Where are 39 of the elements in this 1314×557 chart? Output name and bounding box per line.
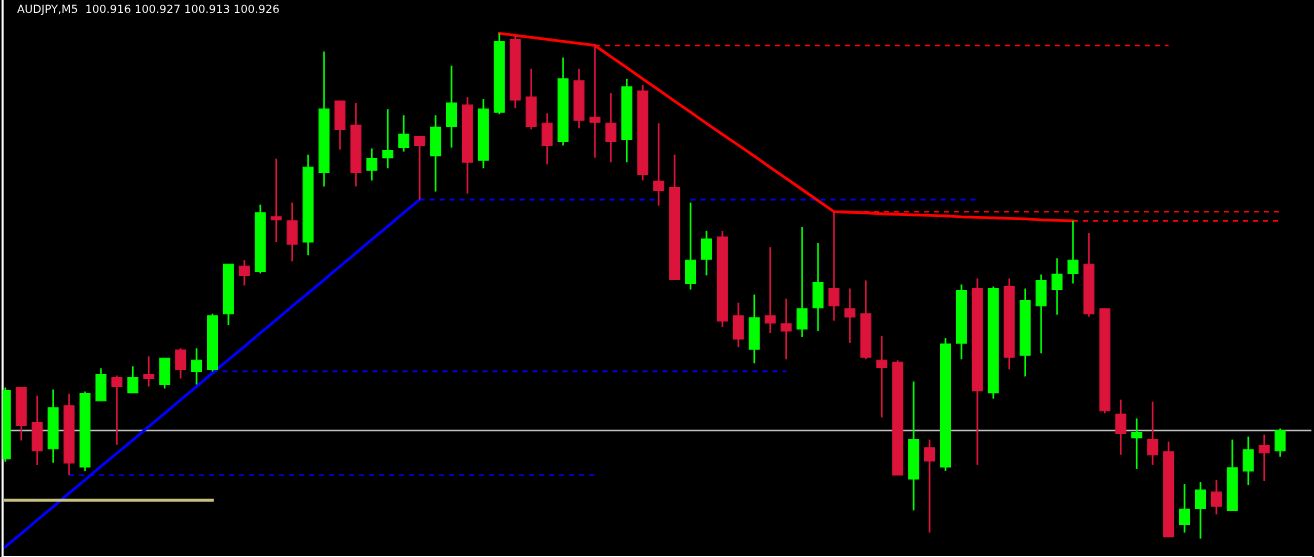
candlestick xyxy=(398,114,410,153)
candlestick xyxy=(1067,219,1079,285)
candlestick xyxy=(366,147,378,182)
candlestick xyxy=(732,301,744,348)
candlestick xyxy=(382,108,394,170)
candlestick xyxy=(175,347,187,380)
candlestick xyxy=(127,365,139,394)
candlestick xyxy=(780,297,792,361)
candlestick xyxy=(1210,479,1222,516)
candlestick xyxy=(286,201,298,263)
candlestick xyxy=(700,230,712,277)
candlestick xyxy=(589,44,601,159)
candlestick xyxy=(1115,398,1127,456)
candlestick xyxy=(1131,417,1143,470)
candlestick xyxy=(876,335,888,419)
candlestick xyxy=(764,246,776,334)
candlestick xyxy=(111,374,123,446)
candlestick xyxy=(844,287,856,344)
candlestick xyxy=(270,157,282,243)
candlestick xyxy=(1274,427,1286,458)
candlestick xyxy=(924,438,936,534)
candlestick xyxy=(685,201,697,291)
candlestick xyxy=(1179,483,1191,534)
candlestick xyxy=(143,355,155,388)
candlestick xyxy=(1194,481,1206,540)
candlestick xyxy=(653,122,665,207)
candlestick xyxy=(796,226,808,338)
candlestick xyxy=(238,259,250,287)
candlestick xyxy=(1051,257,1063,316)
candlestick xyxy=(191,347,203,386)
candlestick xyxy=(414,135,426,201)
candlestick xyxy=(541,112,553,166)
candlestick xyxy=(1258,433,1270,482)
chart-title: AUDJPY,M5 100.916 100.927 100.913 100.926 xyxy=(17,4,279,16)
candlestick xyxy=(446,64,458,149)
candlestick xyxy=(828,210,840,322)
candlestick xyxy=(605,92,617,164)
candlestick xyxy=(1147,400,1159,466)
candlestick xyxy=(1242,435,1254,486)
